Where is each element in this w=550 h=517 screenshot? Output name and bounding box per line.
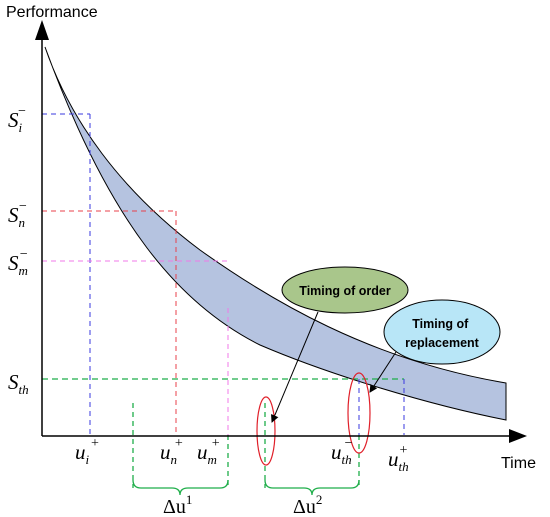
sm-guide	[42, 260, 229, 435]
x-label-un: un+	[160, 436, 183, 467]
x-label-uth-plus: uth+	[388, 443, 409, 474]
axes	[41, 28, 515, 437]
replacement-callout-arrow	[369, 351, 397, 393]
x-axis-title: Time	[501, 455, 536, 472]
replacement-callout-bubble	[383, 299, 501, 365]
sn-guide	[42, 210, 177, 435]
interval-label-1: Δu1	[163, 492, 192, 517]
y-axis-title: Performance	[6, 4, 98, 21]
y-label-sth: Sth	[8, 370, 29, 397]
order-callout-arrow	[271, 311, 319, 423]
degradation-band	[44, 46, 507, 421]
interval-brace-2	[264, 479, 360, 496]
order-callout-text: Timing of order	[299, 284, 391, 298]
x-label-um: um+	[197, 436, 220, 467]
y-label-sn: Sn−	[8, 199, 27, 230]
x-label-ui: ui+	[75, 436, 100, 467]
y-axis-arrow	[35, 20, 49, 40]
order-ellipse	[256, 396, 276, 466]
replacement-callout-text: Timing of replacement	[405, 317, 479, 350]
uth-guides	[358, 379, 405, 435]
y-label-sm: Sm−	[8, 247, 28, 278]
replacement-ellipse	[347, 372, 371, 454]
order-callout-bubble	[281, 266, 409, 314]
x-label-uth-minus: uth−	[331, 436, 353, 467]
x-axis-arrow	[509, 429, 527, 443]
interval-label-2: Δu2	[293, 492, 322, 517]
interval-brace-1	[132, 479, 229, 496]
si-guide	[42, 113, 91, 435]
y-label-si: Si−	[8, 104, 27, 135]
